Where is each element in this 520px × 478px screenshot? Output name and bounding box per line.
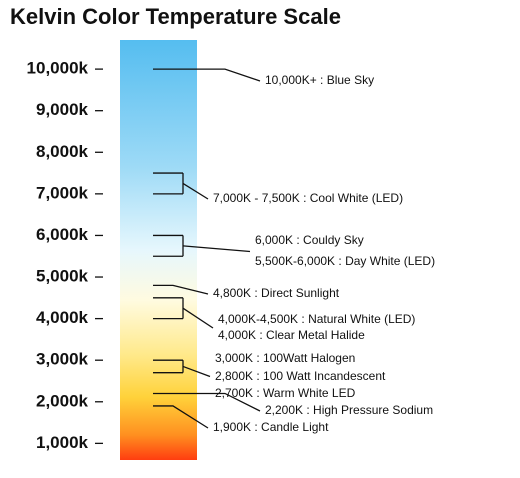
y-tick-label: 4,000k — [36, 308, 89, 327]
annotation-label: 6,000K : Couldy Sky — [255, 233, 364, 247]
leader-line — [153, 405, 209, 429]
annotation-label: 1,900K : Candle Light — [213, 420, 329, 434]
leader-line — [153, 68, 261, 82]
annotation-label: 4,000K-4,500K : Natural White (LED) — [218, 312, 415, 326]
color-bar — [120, 40, 197, 460]
leader-line — [153, 392, 261, 412]
y-tick-label: 7,000k — [36, 183, 89, 202]
y-tick-label: 10,000k — [27, 59, 89, 78]
y-tick-label: 8,000k — [36, 142, 89, 161]
y-tick-label: 2,000k — [36, 391, 89, 410]
y-tick-label: 5,000k — [36, 267, 89, 286]
leader-line — [153, 284, 209, 295]
chart-title: Kelvin Color Temperature Scale — [10, 4, 341, 29]
y-tick-label: 1,000k — [36, 433, 89, 452]
y-tick-label: 3,000k — [36, 350, 89, 369]
annotation-label: 5,500K-6,000K : Day White (LED) — [255, 254, 435, 268]
leader-line — [182, 182, 209, 200]
leader-line — [182, 365, 211, 378]
annotation-label: 7,000K - 7,500K : Cool White (LED) — [213, 191, 403, 205]
leader-line — [182, 307, 214, 329]
annotation-label: 4,000K : Clear Metal Halide — [218, 328, 365, 342]
annotation-label: 4,800K : Direct Sunlight — [213, 286, 340, 300]
annotation-label: 2,200K : High Pressure Sodium — [265, 403, 433, 417]
annotation-label: 10,000K+ : Blue Sky — [265, 73, 374, 87]
leader-line — [182, 245, 251, 253]
annotation-label: 3,000K : 100Watt Halogen — [215, 351, 355, 365]
y-tick-label: 9,000k — [36, 100, 89, 119]
annotation-label: 2,800K : 100 Watt Incandescent — [215, 369, 386, 383]
annotation-label: 2,700K : Warm White LED — [215, 386, 356, 400]
y-tick-label: 6,000k — [36, 225, 89, 244]
